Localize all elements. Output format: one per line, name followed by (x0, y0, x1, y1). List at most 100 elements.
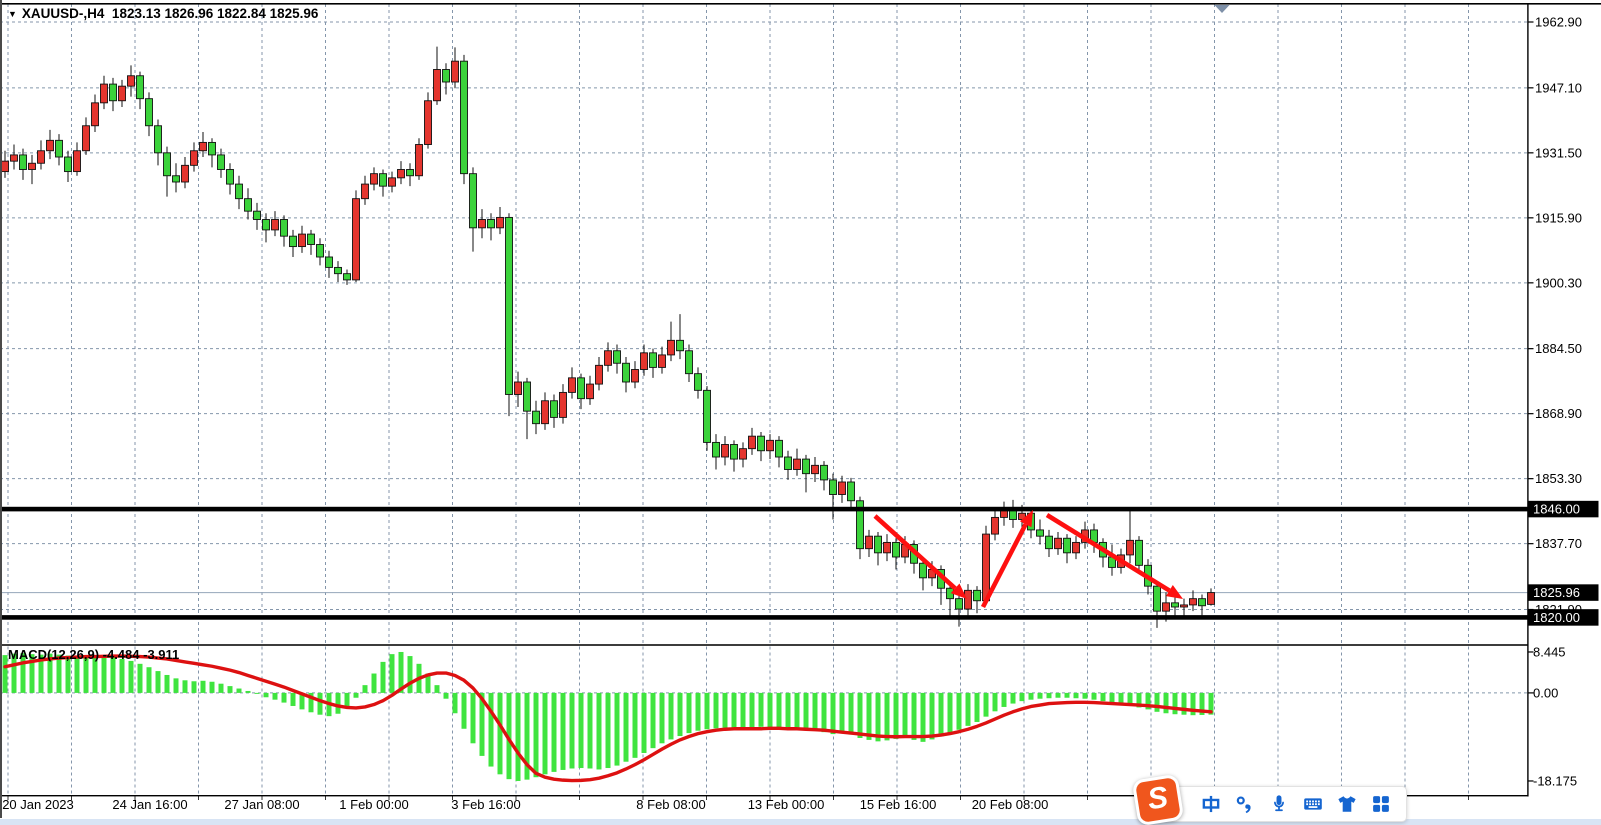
candle-bullish (415, 144, 423, 177)
trend-arrow-head[interactable] (1165, 585, 1183, 599)
candle-bearish (64, 156, 72, 173)
macd-histogram-bar (947, 692, 953, 734)
candle-bearish (325, 256, 333, 268)
macd-histogram-bar (839, 692, 845, 733)
macd-histogram-bar (812, 692, 818, 731)
macd-histogram-bar (713, 692, 719, 729)
candle-bullish (982, 533, 990, 602)
candle-bearish (235, 183, 243, 200)
macd-histogram-bar (587, 692, 593, 769)
candle-bearish (316, 244, 324, 258)
horizontal-level-line[interactable] (0, 506, 1528, 512)
candle-bullish (658, 354, 666, 368)
macd-histogram-bar (245, 690, 251, 693)
candle-bullish (433, 69, 441, 102)
macd-histogram-bar (38, 654, 44, 693)
macd-histogram-bar (983, 692, 989, 717)
candle-bearish (550, 400, 558, 418)
trend-arrow[interactable] (980, 523, 1028, 609)
macd-histogram-bar (650, 692, 656, 749)
price-label-box (1527, 584, 1599, 601)
macd-histogram-bar (290, 692, 296, 706)
candle-bullish (127, 75, 135, 87)
price-axis-label: 1837.70 (1535, 536, 1582, 551)
macd-histogram-bar (209, 681, 215, 693)
macd-histogram-bar (236, 688, 242, 693)
macd-histogram-bar (218, 683, 224, 693)
candle-bullish (451, 60, 459, 83)
macd-histogram-bar (353, 692, 359, 698)
candle-bearish (1198, 598, 1206, 607)
sogou-logo-icon[interactable]: S (1131, 773, 1185, 825)
candle-bullish (388, 177, 396, 187)
horizontal-level-line[interactable] (0, 615, 1528, 620)
bottom-window-edge (0, 819, 1601, 825)
macd-histogram-bar (317, 692, 323, 715)
candle-bullish (352, 198, 360, 281)
symbol-ohlc-text: XAUUSD-,H4 1823.13 1826.96 1822.84 1825.… (21, 6, 319, 21)
chinese-mode-icon[interactable] (1200, 793, 1222, 815)
macd-histogram-bar (470, 692, 476, 744)
candle-bullish (1162, 602, 1170, 612)
macd-histogram-bar (866, 692, 872, 740)
macd-histogram-bar (686, 692, 692, 734)
chart-shift-marker[interactable] (1214, 5, 1230, 13)
macd-histogram-bar (506, 692, 512, 780)
candle-bearish (775, 439, 783, 458)
macd-histogram-bar (956, 692, 962, 730)
macd-histogram-bar (1064, 692, 1070, 698)
price-axis-label: 1884.50 (1535, 341, 1582, 356)
price-label-box (1527, 500, 1599, 518)
trend-arrow[interactable] (1045, 513, 1171, 593)
macd-histogram-bar (119, 658, 125, 693)
macd-histogram-bar (641, 692, 647, 753)
toolbox-grid-icon[interactable] (1370, 793, 1392, 815)
candle-bullish (271, 219, 279, 231)
candle-bearish (19, 154, 27, 170)
keyboard-icon[interactable] (1302, 793, 1324, 815)
macd-histogram-bar (488, 692, 494, 767)
macd-histogram-bar (11, 653, 17, 693)
microphone-icon[interactable] (1268, 793, 1290, 815)
candle-bearish (1171, 602, 1179, 608)
candle-bearish (1153, 585, 1161, 612)
trend-arrow-head[interactable] (1019, 510, 1033, 528)
candle-bullish (766, 439, 774, 452)
candle-bullish (559, 391, 567, 418)
time-axis-label: 20 Jan 2023 (2, 797, 74, 812)
macd-axis-label: -18.175 (1533, 773, 1577, 788)
macd-histogram-bar (92, 656, 98, 693)
candle-bullish (1, 160, 9, 173)
macd-histogram-bar (677, 692, 683, 737)
macd-histogram-bar (479, 692, 485, 756)
macd-histogram-bar (974, 692, 980, 722)
candle-bullish (964, 589, 972, 610)
macd-histogram-bar (767, 692, 773, 728)
candle-bearish (847, 481, 855, 502)
pane-separator (0, 644, 1528, 646)
candle-bullish (883, 541, 891, 554)
macd-histogram-bar (605, 692, 611, 769)
candle-bearish (685, 350, 693, 375)
candle-bearish (919, 562, 927, 579)
candle-bullish (793, 458, 801, 470)
trend-arrow[interactable] (873, 514, 957, 590)
trend-arrow-head[interactable] (950, 583, 967, 599)
macd-histogram-bar (191, 681, 197, 693)
skin-shirt-icon[interactable] (1336, 793, 1358, 815)
candle-bullish (199, 141, 207, 152)
candle-bearish (613, 350, 621, 364)
macd-histogram-bar (389, 654, 395, 693)
macd-histogram-bar (893, 692, 899, 739)
candle-bearish (289, 235, 297, 248)
time-axis-label: 24 Jan 16:00 (112, 797, 187, 812)
sogou-ime-toolbar[interactable]: S (1131, 773, 1407, 825)
macd-histogram-bar (965, 692, 971, 726)
macd-histogram-bar (425, 673, 431, 693)
candle-bearish (244, 198, 252, 212)
macd-histogram-bar (938, 692, 944, 737)
punctuation-icon[interactable] (1234, 793, 1256, 815)
candle-bullish (118, 85, 126, 102)
